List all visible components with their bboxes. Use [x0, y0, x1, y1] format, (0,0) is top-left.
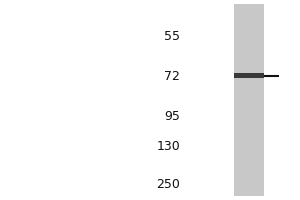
Text: 130: 130	[156, 140, 180, 152]
Text: 55: 55	[164, 30, 180, 44]
Text: 250: 250	[156, 178, 180, 190]
Bar	[234, 4, 264, 196]
Bar	[234, 73, 264, 78]
Text: 95: 95	[164, 110, 180, 123]
Text: 72: 72	[164, 70, 180, 82]
